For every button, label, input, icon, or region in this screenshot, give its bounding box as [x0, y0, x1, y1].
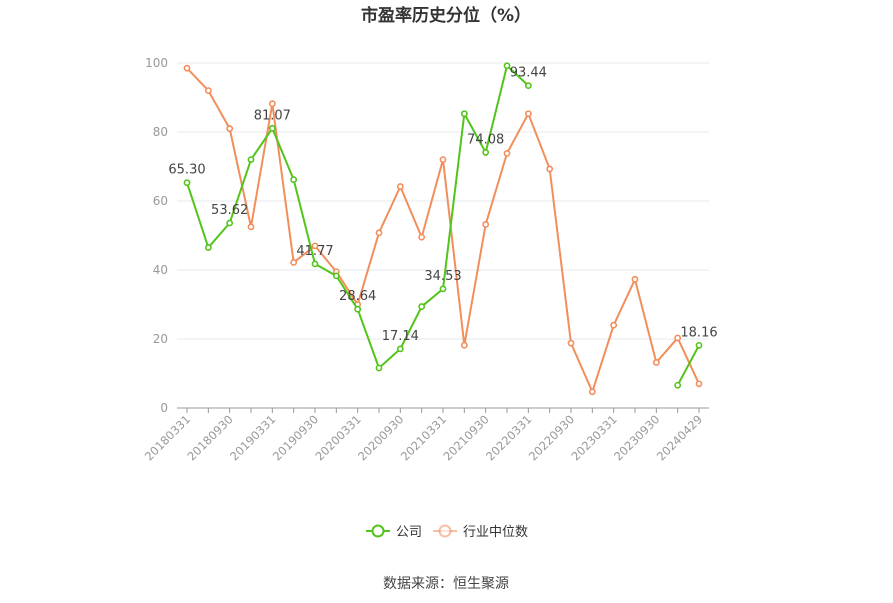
data-point — [396, 345, 404, 353]
data-point — [460, 341, 468, 349]
legend-item[interactable]: 行业中位数 — [433, 524, 528, 540]
y-tick-label: 40 — [153, 263, 168, 277]
series-layer — [183, 62, 703, 396]
data-label: 17.14 — [382, 329, 419, 344]
x-tick-label: 20240429 — [654, 412, 705, 463]
data-point — [503, 62, 511, 70]
data-point — [204, 244, 212, 251]
data-point — [631, 275, 639, 283]
data-point — [503, 149, 511, 157]
data-point — [418, 233, 426, 241]
data-point — [482, 221, 490, 228]
data-source: 数据来源：恒生聚源 — [383, 576, 509, 592]
legend-marker — [371, 524, 385, 538]
data-point — [588, 388, 596, 396]
data-point — [418, 303, 426, 310]
data-point — [268, 124, 276, 132]
data-point — [482, 149, 490, 156]
data-point — [311, 260, 319, 268]
legend[interactable]: 公司 行业中位数 — [366, 524, 528, 540]
data-point — [439, 285, 447, 293]
data-point — [567, 339, 575, 347]
y-tick-label: 80 — [153, 125, 168, 139]
data-label: 28.64 — [339, 289, 376, 304]
y-tick-label: 0 — [160, 401, 168, 415]
data-point — [674, 334, 682, 342]
data-point — [375, 229, 383, 237]
data-point — [247, 223, 255, 231]
data-point — [375, 364, 383, 372]
data-point — [332, 272, 340, 280]
y-tick-label: 20 — [153, 332, 168, 346]
data-label: 41.77 — [296, 244, 333, 259]
data-point — [524, 110, 532, 118]
data-point — [247, 156, 255, 163]
data-labels: 65.30 53.62 81.07 41.77 28.64 17.14 34.53 74.08… — [168, 66, 717, 344]
legend-item[interactable]: 公司 — [366, 524, 422, 540]
data-point — [226, 125, 234, 132]
data-point — [268, 100, 276, 108]
data-point — [396, 183, 404, 190]
data-label: 18.16 — [680, 325, 717, 340]
series-0 — [183, 62, 703, 389]
data-label: 34.53 — [424, 269, 461, 284]
data-point — [354, 305, 362, 313]
data-label: 74.08 — [467, 132, 504, 147]
data-point — [674, 381, 682, 389]
data-point — [546, 165, 554, 173]
series-line — [676, 344, 700, 386]
data-point — [524, 82, 532, 90]
legend-label: 公司 — [396, 525, 422, 540]
data-point — [460, 110, 468, 118]
data-point — [204, 87, 212, 94]
legend-marker — [438, 524, 452, 538]
data-point — [183, 64, 191, 72]
axes: 0204060801002018033120180930201903312019… — [142, 56, 709, 464]
data-label: 65.30 — [168, 163, 205, 178]
data-point — [439, 156, 447, 163]
data-point — [610, 321, 618, 329]
data-label: 81.07 — [254, 108, 291, 123]
y-tick-label: 100 — [145, 56, 168, 70]
data-point — [290, 176, 298, 184]
chart-title: 市盈率历史分位（%） — [361, 5, 531, 26]
data-point — [290, 259, 298, 266]
data-point — [183, 179, 191, 187]
legend-label: 行业中位数 — [463, 525, 528, 540]
series-1 — [183, 64, 703, 396]
data-label: 53.62 — [211, 203, 248, 218]
data-point — [311, 242, 319, 250]
data-point — [226, 219, 234, 227]
data-label: 93.44 — [510, 66, 547, 81]
y-tick-label: 60 — [153, 194, 168, 208]
grid-lines — [177, 62, 709, 340]
data-point — [652, 359, 660, 366]
data-point — [695, 380, 703, 388]
data-point — [695, 341, 703, 349]
